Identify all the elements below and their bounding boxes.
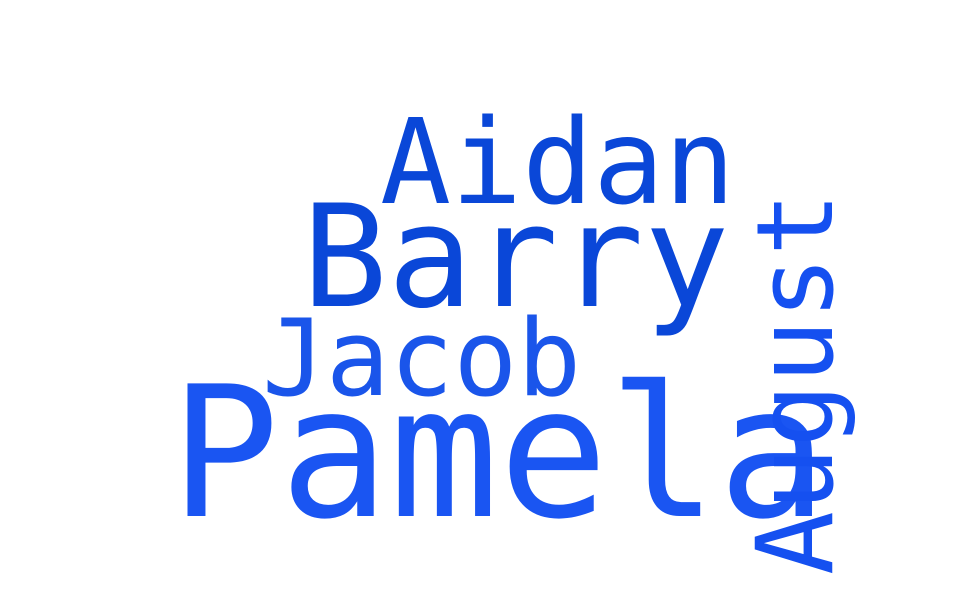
word-jacob: Jacob [262,297,582,420]
word-august: August [734,192,857,575]
word-pamela: Pamela [170,347,828,559]
word-barry: Barry [302,175,730,340]
word-aidan: Aidan [380,93,736,231]
